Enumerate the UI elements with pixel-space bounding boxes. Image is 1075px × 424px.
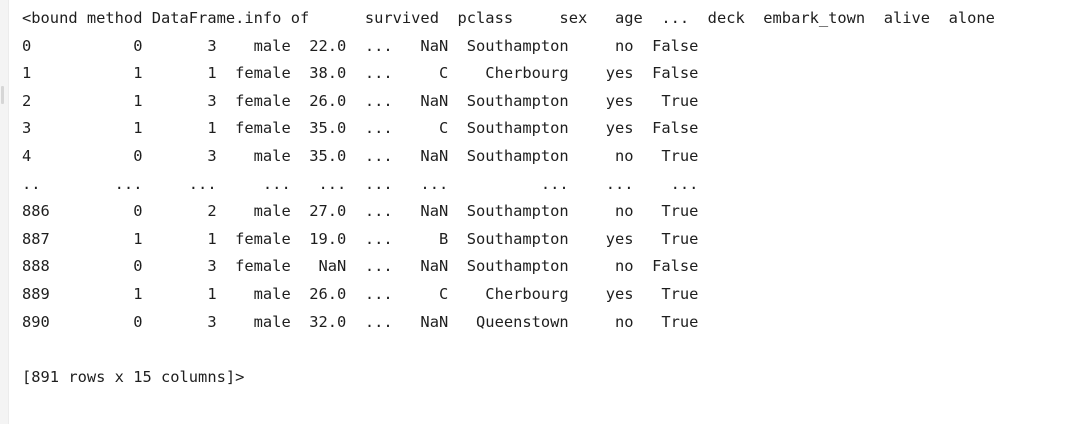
dataframe-row: 0 0 3 male 22.0 ... NaN Southampton no F…	[22, 36, 699, 55]
dataframe-row: 3 1 1 female 35.0 ... C Southampton yes …	[22, 119, 699, 138]
dataframe-summary-line: [891 rows x 15 columns]>	[22, 367, 245, 386]
dataframe-row: 886 0 2 male 27.0 ... NaN Southampton no…	[22, 202, 699, 221]
dataframe-row: 890 0 3 male 32.0 ... NaN Queenstown no …	[22, 312, 699, 331]
dataframe-row: 2 1 3 female 26.0 ... NaN Southampton ye…	[22, 91, 699, 110]
console-gutter	[0, 0, 9, 424]
dataframe-row: 1 1 1 female 38.0 ... C Cherbourg yes Fa…	[22, 64, 699, 83]
blank-line	[22, 336, 1075, 364]
console-output: <bound method DataFrame.info of survived…	[22, 5, 1075, 424]
dataframe-header-line: <bound method DataFrame.info of survived…	[22, 9, 995, 27]
dataframe-row: 4 0 3 male 35.0 ... NaN Southampton no T…	[22, 146, 699, 165]
gutter-fold-marker	[1, 86, 4, 104]
dataframe-row: 888 0 3 female NaN ... NaN Southampton n…	[22, 257, 699, 276]
dataframe-row: 889 1 1 male 26.0 ... C Cherbourg yes Tr…	[22, 284, 699, 303]
dataframe-row: 887 1 1 female 19.0 ... B Southampton ye…	[22, 229, 699, 248]
dataframe-ellipsis-row: .. ... ... ... ... ... ... ... ... ...	[22, 174, 699, 193]
